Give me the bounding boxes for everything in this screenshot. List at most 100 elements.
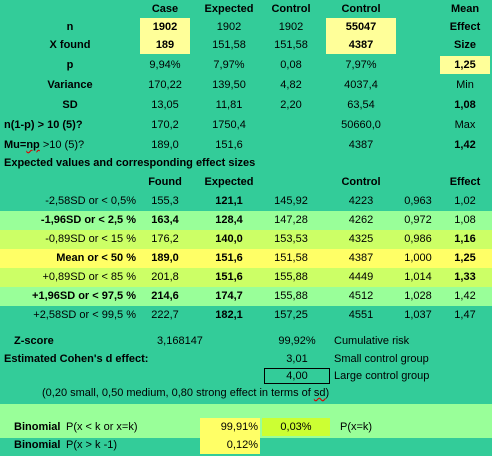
effect-cell-found[interactable]: 201,8 [151, 271, 179, 283]
effect-cell-c1[interactable]: 155,88 [274, 271, 308, 283]
effect-cell-c2[interactable]: 4387 [348, 252, 374, 264]
cell-sd-case[interactable]: 13,05 [151, 99, 179, 111]
cell-p-expected[interactable]: 7,97% [213, 59, 245, 71]
label-n1p: n(1-p) > 10 (5)? [4, 119, 83, 131]
min-label: Min [456, 79, 474, 91]
binomial-label-2: Binomial [14, 439, 61, 451]
col-case: Case [151, 3, 179, 15]
cell-n-expected[interactable]: 1902 [216, 21, 242, 33]
cell-xfound-control1[interactable]: 151,58 [274, 39, 308, 51]
row-p: p 9,94% 7,97% 0,08 7,97% 1,25 [0, 56, 492, 74]
cell-p-control1[interactable]: 0,08 [280, 59, 302, 71]
effect-cell-expected[interactable]: 151,6 [215, 271, 243, 283]
effect-cell-c2[interactable]: 4449 [348, 271, 374, 283]
cell-n-control2[interactable]: 55047 [326, 18, 396, 36]
effect-cell-c1[interactable]: 147,28 [274, 214, 308, 226]
binomial-formula-2: P(x=k) [340, 421, 373, 433]
zscore-value[interactable]: 3,168147 [157, 335, 203, 347]
max-value[interactable]: 1,42 [454, 139, 476, 151]
cell-variance-control1[interactable]: 4,82 [280, 79, 302, 91]
effect-cell-expected[interactable]: 121,1 [215, 195, 243, 207]
binomial-value-3[interactable]: 0,12% [200, 436, 260, 454]
effect-cell-effect[interactable]: 1,25 [454, 252, 476, 264]
label-mu: Mu=np >10 (5)? [4, 139, 85, 151]
effect-cell-ratio[interactable]: 1,037 [404, 309, 432, 321]
effect-cell-expected[interactable]: 128,4 [215, 214, 243, 226]
effect-cell-found[interactable]: 222,7 [151, 309, 179, 321]
cell-n-control1[interactable]: 1902 [278, 21, 304, 33]
label-p: p [66, 59, 74, 71]
col-control-3: Control [341, 176, 381, 188]
mean-effect-value[interactable]: 1,25 [440, 56, 490, 74]
effect-cell-ratio[interactable]: 1,014 [404, 271, 432, 283]
effect-cell-found[interactable]: 155,3 [151, 195, 179, 207]
cell-mu-control2[interactable]: 4387 [348, 139, 374, 151]
binomial-value-1[interactable]: 99,91% [200, 418, 260, 436]
effect-cell-label: -0,89SD or < 15 % [45, 233, 136, 245]
effect-label: Effect [449, 21, 481, 33]
effect-row: Mean or < 50 % 189,0 151,6 151,58 4387 1,000 1… [0, 249, 492, 268]
effect-cell-expected[interactable]: 140,0 [215, 233, 243, 245]
cell-n1p-control2[interactable]: 50660,0 [341, 119, 381, 131]
effect-cell-c1[interactable]: 157,25 [274, 309, 308, 321]
effect-cell-ratio[interactable]: 0,972 [404, 214, 432, 226]
min-value[interactable]: 1,08 [454, 99, 476, 111]
binomial-value-2[interactable]: 0,03% [262, 418, 330, 436]
effect-cell-ratio[interactable]: 1,028 [404, 290, 432, 302]
effect-cell-effect[interactable]: 1,33 [454, 271, 476, 283]
effect-cell-expected[interactable]: 151,6 [215, 252, 243, 264]
effect-cell-ratio[interactable]: 1,000 [404, 252, 432, 264]
cell-n1p-case[interactable]: 170,2 [151, 119, 179, 131]
cell-xfound-expected[interactable]: 151,58 [212, 39, 246, 51]
effect-cell-c2[interactable]: 4512 [348, 290, 374, 302]
effect-cell-label: +1,96SD or < 97,5 % [32, 290, 136, 302]
effect-cell-expected[interactable]: 182,1 [215, 309, 243, 321]
col-control2: Control [341, 3, 381, 15]
effect-cell-c2[interactable]: 4325 [348, 233, 374, 245]
effect-cell-c1[interactable]: 145,92 [274, 195, 308, 207]
effect-cell-c1[interactable]: 153,53 [274, 233, 308, 245]
cell-sd-control2[interactable]: 63,54 [347, 99, 375, 111]
effect-cell-c2[interactable]: 4551 [348, 309, 374, 321]
effect-cell-ratio[interactable]: 0,963 [404, 195, 432, 207]
effect-cell-label: +2,58SD or < 99,5 % [33, 309, 136, 321]
effect-cell-c2[interactable]: 4223 [348, 195, 374, 207]
effect-cell-effect[interactable]: 1,02 [454, 195, 476, 207]
effect-cell-ratio[interactable]: 0,986 [404, 233, 432, 245]
cell-xfound-control2[interactable]: 4387 [326, 36, 396, 54]
cell-mu-case[interactable]: 189,0 [151, 139, 179, 151]
label-xfound: X found [49, 39, 91, 51]
col-control1: Control [271, 3, 311, 15]
effect-cell-c2[interactable]: 4262 [348, 214, 374, 226]
cell-p-control2[interactable]: 7,97% [345, 59, 377, 71]
cohen-small-value[interactable]: 3,01 [286, 353, 308, 365]
cell-sd-expected[interactable]: 11,81 [215, 99, 243, 111]
effect-cell-c1[interactable]: 151,58 [274, 252, 308, 264]
effect-cell-c1[interactable]: 155,88 [274, 290, 308, 302]
cell-n1p-expected[interactable]: 1750,4 [212, 119, 246, 131]
cell-variance-expected[interactable]: 139,50 [212, 79, 246, 91]
cell-variance-case[interactable]: 170,22 [148, 79, 182, 91]
effect-cell-effect[interactable]: 1,08 [454, 214, 476, 226]
effect-cell-found[interactable]: 189,0 [151, 252, 179, 264]
cohen-large-value[interactable]: 4,00 [264, 368, 330, 384]
effect-cell-found[interactable]: 176,2 [151, 233, 179, 245]
cell-variance-control2[interactable]: 4037,4 [344, 79, 378, 91]
cell-sd-control1[interactable]: 2,20 [280, 99, 302, 111]
cumulative-risk-value[interactable]: 99,92% [278, 335, 316, 347]
effect-row: -2,58SD or < 0,5% 155,3 121,1 145,92 4223 0,9… [0, 192, 492, 211]
effect-cell-expected[interactable]: 174,7 [215, 290, 243, 302]
cohen-row-1: Estimated Cohen's d effect: 3,01 Small c… [0, 350, 492, 368]
effect-cell-found[interactable]: 163,4 [151, 214, 179, 226]
section-title-row: Expected values and corresponding effect… [0, 154, 492, 172]
cell-xfound-case[interactable]: 189 [140, 36, 190, 54]
effect-cell-effect[interactable]: 1,16 [454, 233, 476, 245]
cell-mu-expected[interactable]: 151,6 [215, 139, 243, 151]
row-n1p: n(1-p) > 10 (5)? 170,2 1750,4 50660,0 Ma… [0, 116, 492, 134]
cell-p-case[interactable]: 9,94% [149, 59, 181, 71]
effect-cell-found[interactable]: 214,6 [151, 290, 179, 302]
effect-row: -1,96SD or < 2,5 % 163,4 128,4 147,28 4262 0,… [0, 211, 492, 230]
effect-cell-effect[interactable]: 1,47 [454, 309, 476, 321]
effect-cell-effect[interactable]: 1,42 [454, 290, 476, 302]
cell-n-case[interactable]: 1902 [140, 18, 190, 36]
